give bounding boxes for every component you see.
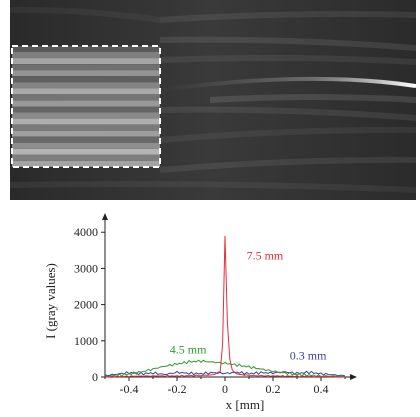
roi-stripe bbox=[12, 100, 160, 107]
roi-stripes bbox=[12, 46, 160, 167]
grayscale-photograph bbox=[10, 0, 416, 200]
roi-stripe bbox=[12, 124, 160, 131]
roi-stripe bbox=[12, 118, 160, 125]
series-label: 4.5 mm bbox=[170, 342, 207, 356]
roi-stripe bbox=[12, 82, 160, 89]
series-label: 0.3 mm bbox=[290, 349, 327, 363]
roi-stripe bbox=[12, 76, 160, 83]
roi-stripe bbox=[12, 142, 160, 149]
x-axis-arrow bbox=[350, 374, 357, 380]
plot-svg: -0.4 -0.2 0 0.2 0.4 0 1000 2000 3000 4000 x [mm] I … bbox=[43, 213, 357, 412]
bright-streak bbox=[159, 76, 416, 92]
x-tick-label: -0.4 bbox=[120, 382, 139, 396]
photo-streak bbox=[209, 94, 416, 103]
roi-stripe bbox=[12, 154, 160, 161]
roi-stripe bbox=[12, 52, 160, 58]
x-tick-label: -0.2 bbox=[168, 382, 187, 396]
roi-stripe bbox=[12, 94, 160, 101]
photo-streaks bbox=[10, 6, 416, 193]
y-tick-label: 2000 bbox=[74, 298, 98, 312]
photo-streak bbox=[159, 126, 416, 143]
roi-stripe bbox=[12, 160, 160, 167]
photo-streak bbox=[10, 6, 161, 23]
photo-streak bbox=[159, 54, 416, 65]
roi-stripe bbox=[12, 136, 160, 143]
y-tick-label: 1000 bbox=[74, 334, 98, 348]
photo-streak bbox=[10, 180, 416, 193]
y-tick-label: 4000 bbox=[74, 225, 98, 239]
roi-stripe bbox=[12, 46, 160, 52]
roi-stripe bbox=[12, 148, 160, 155]
y-axis-arrow bbox=[102, 213, 108, 220]
series-line-4-5-mm bbox=[104, 359, 346, 378]
roi-stripe bbox=[12, 106, 160, 113]
x-tick-label: 0.4 bbox=[314, 382, 329, 396]
y-axis-label: I (gray values) bbox=[43, 263, 58, 339]
roi-stripe bbox=[12, 130, 160, 137]
photo-streak bbox=[159, 156, 416, 173]
photo-streak bbox=[159, 106, 416, 121]
intensity-plot: -0.4 -0.2 0 0.2 0.4 0 1000 2000 3000 4000 x [mm] I … bbox=[0, 205, 420, 417]
series-label: 7.5 mm bbox=[247, 248, 284, 262]
photo-streak bbox=[159, 36, 416, 51]
y-tick-label: 0 bbox=[92, 370, 98, 384]
roi-box bbox=[11, 45, 161, 168]
x-tick-label: 0.2 bbox=[266, 382, 281, 396]
roi-stripe bbox=[12, 70, 160, 77]
series-line-7-5-mm bbox=[104, 235, 346, 378]
roi-stripe bbox=[12, 64, 160, 71]
x-tick-label: 0 bbox=[222, 382, 228, 396]
roi-stripe bbox=[12, 88, 160, 95]
series-line-0-3-mm bbox=[104, 370, 346, 377]
roi-stripe bbox=[12, 58, 160, 65]
photo-streak bbox=[159, 10, 416, 23]
photograph-image bbox=[10, 0, 416, 200]
x-axis-label: x [mm] bbox=[226, 397, 265, 412]
y-tick-label: 3000 bbox=[74, 261, 98, 275]
roi-stripe bbox=[12, 112, 160, 119]
